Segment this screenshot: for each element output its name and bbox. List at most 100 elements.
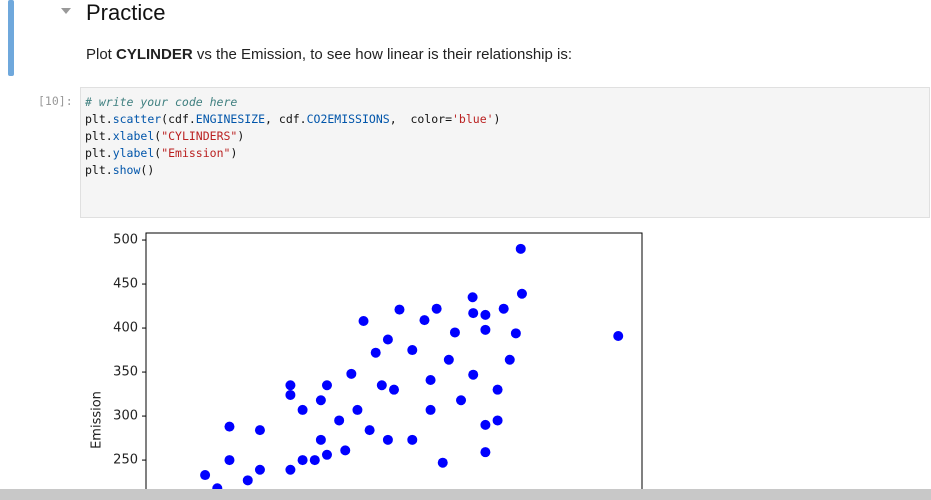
scatter-point: [431, 303, 442, 314]
collapse-caret[interactable]: [61, 8, 71, 14]
code-cell[interactable]: [80, 87, 930, 218]
scatter-point: [425, 404, 436, 415]
token: (: [154, 146, 162, 160]
scatter-point: [334, 415, 345, 426]
token: ): [493, 112, 501, 126]
token: ENGINESIZE: [195, 112, 266, 126]
scatter-point: [285, 464, 296, 475]
scatter-point: [407, 434, 418, 445]
scatter-point: [242, 475, 253, 486]
cell-selection-bar[interactable]: [8, 0, 14, 76]
token: "Emission": [161, 146, 231, 160]
y-tick-label: 450: [113, 277, 138, 292]
scatter-point: [443, 354, 454, 365]
scatter-point: [504, 354, 515, 365]
token: scatter: [112, 112, 162, 126]
token: 'blue': [452, 112, 494, 126]
scatter-point: [285, 380, 296, 391]
heading: Practice: [86, 0, 166, 25]
scatter-point: [407, 345, 418, 356]
scatter-point: [480, 309, 491, 320]
scatter-point: [382, 334, 393, 345]
code-line: plt.xlabel("CYLINDERS"): [85, 128, 500, 145]
token: ylabel: [112, 146, 155, 160]
code-line: # write your code here: [85, 94, 500, 111]
scatter-point: [456, 395, 467, 406]
scatter-point: [346, 368, 357, 379]
token: ): [237, 129, 245, 143]
scatter-point: [510, 328, 521, 339]
scatter-point: [309, 455, 320, 466]
scatter-point: [321, 449, 332, 460]
scatter-point: [370, 347, 381, 358]
text: vs the Emission, to see how linear is th…: [192, 46, 573, 63]
token: ): [230, 146, 238, 160]
scatter-point: [382, 434, 393, 445]
token: plt.: [85, 163, 113, 177]
bold-text: CYLINDER: [116, 46, 193, 63]
scatter-point: [468, 369, 479, 380]
y-tick-label: 500: [113, 233, 138, 248]
scatter-point: [389, 384, 399, 395]
scatter-point: [254, 464, 265, 475]
token: plt.: [85, 129, 113, 143]
code-line: plt.scatter(cdf.ENGINESIZE, cdf.CO2EMISS…: [85, 111, 500, 128]
y-axis-label: Emission: [90, 391, 105, 449]
scatter-point: [492, 384, 503, 395]
scatter-point: [613, 330, 624, 341]
scatter-point: [297, 404, 308, 415]
scatter-point: [516, 288, 527, 299]
scatter-point: [394, 304, 405, 315]
token: plt.: [85, 146, 113, 160]
y-tick-label: 300: [113, 409, 138, 424]
token: (: [154, 129, 162, 143]
token: CO2EMISSIONS: [306, 112, 390, 126]
token: "CYLINDERS": [161, 129, 238, 143]
scatter-point: [212, 483, 223, 489]
code-line: plt.show(): [85, 162, 500, 179]
scatter-point: [437, 457, 448, 468]
text: Plot: [86, 46, 117, 63]
axes-frame: [145, 232, 643, 489]
y-tick-label: 250: [113, 453, 138, 468]
scatter-point: [480, 447, 491, 458]
code-line: plt.ylabel("Emission"): [85, 145, 500, 162]
scatter-point: [515, 243, 526, 254]
token: show: [112, 163, 141, 177]
token: , color=: [389, 112, 452, 126]
comment: # write your code here: [85, 95, 238, 109]
scatter-point: [315, 395, 326, 406]
scatter-point: [498, 303, 509, 314]
code: # write your code here plt.scatter(cdf.EN…: [85, 94, 500, 179]
scatter-point: [352, 404, 363, 415]
y-tick-label: 350: [113, 365, 138, 380]
token: (cdf.: [161, 112, 196, 126]
scatter-point: [200, 470, 211, 481]
scatter-point: [364, 425, 375, 436]
y-tick-label: 400: [113, 321, 138, 336]
scrollbar[interactable]: [0, 489, 931, 500]
scatter-point: [285, 389, 296, 400]
scatter-point: [224, 455, 235, 466]
scatter-point: [297, 455, 308, 466]
scatter-point: [449, 327, 460, 338]
scatter-point: [254, 425, 265, 436]
scatter-point: [376, 380, 387, 391]
plot-output: 250 300 350 400 450 500 Emission: [90, 232, 643, 489]
paragraph: Plot CYLINDER vs the Emission, to see ho…: [86, 46, 572, 63]
scatter-point: [419, 315, 430, 326]
token: , cdf.: [265, 112, 307, 126]
scatter-point: [321, 380, 332, 391]
scatter-point: [358, 316, 369, 327]
scatter-point: [467, 292, 478, 303]
scatter-point: [492, 415, 503, 426]
scatter-point: [224, 421, 235, 432]
scatter-point: [468, 308, 479, 319]
token: plt.: [85, 112, 113, 126]
scatter-point: [480, 324, 491, 335]
scatter-point: [315, 434, 326, 445]
scatter-point: [340, 445, 351, 456]
scatter-point: [425, 374, 436, 385]
token: (): [140, 163, 155, 177]
